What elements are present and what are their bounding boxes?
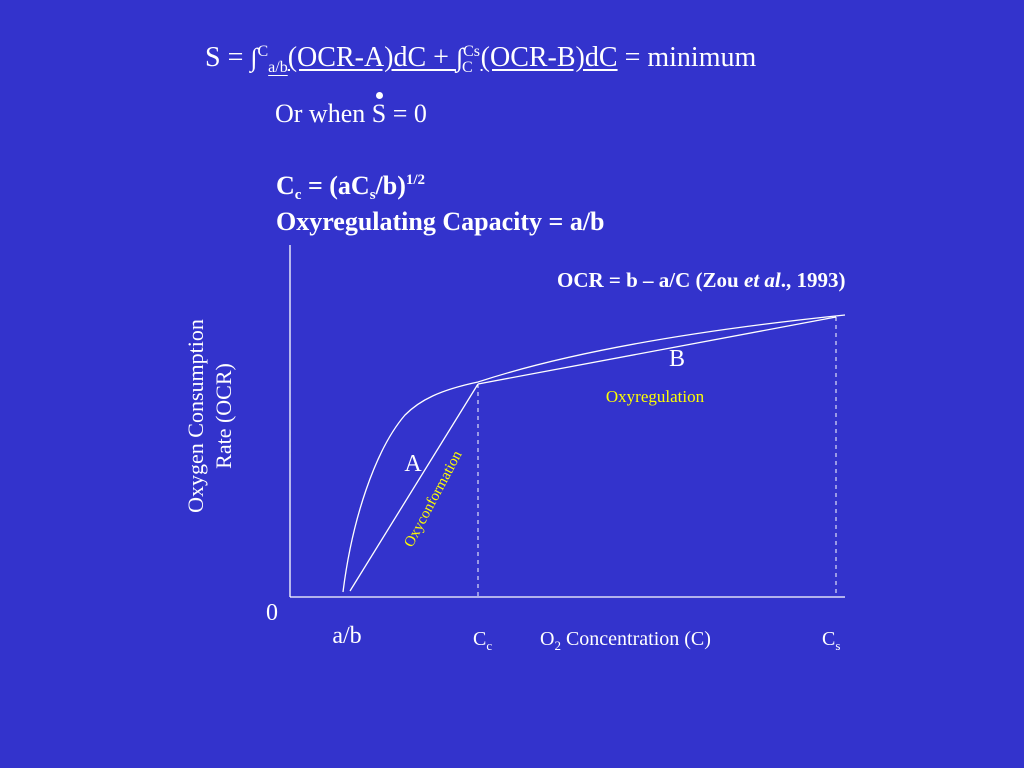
ab-label: a/b	[332, 623, 361, 649]
oxyregulation-line	[477, 316, 837, 385]
x-axis-label-sub: 2	[554, 638, 561, 653]
integral-sign-2: ∫	[455, 43, 464, 72]
cc-end: /b)	[375, 171, 406, 200]
x-axis-label-rest: Concentration (C)	[561, 628, 711, 650]
ocr-curve	[342, 314, 846, 593]
integral-equation: S = ∫Ca/b(OCR-A)dC + ∫CsC (OCR-B)dC = min…	[205, 38, 756, 82]
region-b-label: B	[669, 346, 685, 372]
eq-rhs: = minimum	[617, 42, 757, 73]
cs-tick-c: C	[822, 628, 835, 650]
or-when-prefix: Or when	[275, 99, 372, 128]
ref-pre: OCR = b – a/C (Zou	[557, 268, 744, 292]
oxyregulation-label: Oxyregulation	[606, 387, 705, 406]
integral-sign-1: ∫	[250, 43, 258, 72]
cc-c-subscript: c	[294, 187, 302, 203]
cc-c: C	[276, 171, 295, 200]
cc-s-subscript: s	[369, 187, 376, 203]
cc-tick-c: C	[473, 628, 486, 650]
or-when-suffix: = 0	[386, 99, 427, 128]
s-dot-symbol: S	[371, 92, 387, 128]
cc-tick-sub: c	[486, 638, 492, 653]
origin-label: 0	[266, 600, 278, 626]
integral-2-body: (OCR-B)dC	[480, 42, 618, 73]
cc-mid: = (aC	[301, 171, 370, 200]
integral-2-lower-limit: C	[461, 59, 473, 76]
integral-2-upper-limit: Cs	[463, 43, 480, 60]
cc-formula: Cc = (aCs/b)1/2	[276, 163, 425, 212]
region-a-label: A	[404, 451, 422, 477]
integral-1-lower-limit: a/b	[268, 59, 288, 76]
x-axis-label: O2 Concentration (C)	[540, 628, 711, 653]
cc-tick-label: Cc	[473, 628, 492, 653]
oxyconformation-line	[349, 383, 479, 592]
integral-1-body: (OCR-A)dC +	[287, 42, 456, 73]
x-axis-label-o: O	[540, 628, 554, 650]
integral-1-upper-limit: C	[257, 43, 269, 60]
capacity-line: Oxyregulating Capacity = a/b	[276, 207, 605, 236]
eq-lhs: S =	[205, 42, 251, 73]
ocr-reference: OCR = b – a/C (Zou et al., 1993)	[557, 267, 846, 293]
cs-tick-sub: s	[835, 638, 840, 653]
cs-tick-label: Cs	[822, 628, 840, 653]
or-when-line: Or when S = 0	[275, 92, 427, 130]
ref-etal: et al	[744, 268, 781, 292]
ref-post: ., 1993)	[780, 268, 846, 292]
cc-power: 1/2	[405, 172, 426, 188]
